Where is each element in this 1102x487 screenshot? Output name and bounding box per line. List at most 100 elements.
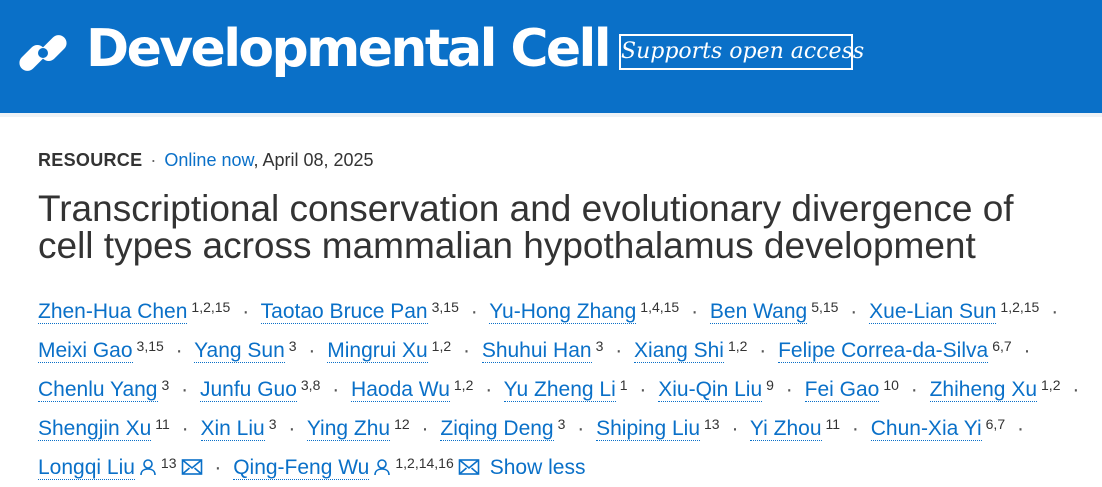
open-access-badge[interactable]: Supports open access bbox=[619, 34, 864, 70]
author-name-link[interactable]: Shuhui Han bbox=[481, 339, 592, 363]
affiliation-numbers[interactable]: 9 bbox=[766, 377, 774, 393]
author-separator: · bbox=[731, 417, 739, 440]
author-entry: Xiu-Qin Liu 9 bbox=[658, 377, 774, 402]
author-separator: · bbox=[1051, 300, 1059, 323]
author-name-link[interactable]: Haoda Wu bbox=[351, 378, 450, 402]
author-name-link[interactable]: Xue-Lian Sun bbox=[869, 300, 997, 324]
author-entry: Zhiheng Xu 1,2 bbox=[929, 377, 1061, 402]
affiliation-numbers[interactable]: 1,2,15 bbox=[1000, 299, 1040, 315]
affiliation-numbers[interactable]: 11 bbox=[825, 416, 841, 432]
author-entry: Yang Sun 3 bbox=[194, 338, 297, 363]
author-name-link[interactable]: Ziqing Deng bbox=[440, 417, 554, 441]
author-separator: · bbox=[462, 339, 470, 362]
author-name-link[interactable]: Mingrui Xu bbox=[327, 339, 428, 363]
author-name-link[interactable]: Qing-Feng Wu bbox=[233, 456, 370, 480]
author-entry: Ben Wang 5,15 bbox=[709, 299, 839, 324]
affiliation-numbers[interactable]: 1,2 bbox=[727, 338, 748, 354]
person-icon bbox=[139, 452, 157, 487]
author-separator: · bbox=[308, 339, 316, 362]
affiliation-numbers[interactable]: 3 bbox=[268, 416, 277, 432]
author-entry: Ziqing Deng 3 bbox=[440, 416, 566, 441]
author-name-link[interactable]: Yu-Hong Zhang bbox=[489, 300, 637, 324]
affiliation-numbers[interactable]: 11 bbox=[155, 416, 170, 432]
author-entry: Xue-Lian Sun 1,2,15 bbox=[869, 299, 1040, 324]
author-entry: Longqi Liu 13 bbox=[38, 455, 203, 480]
author-entry: Chun-Xia Yi 6,7 bbox=[870, 416, 1006, 441]
affiliation-numbers[interactable]: 13 bbox=[704, 416, 720, 432]
author-separator: · bbox=[181, 417, 189, 440]
author-separator: · bbox=[181, 378, 189, 401]
author-entry: Yu-Hong Zhang 1,4,15 bbox=[489, 299, 680, 324]
affiliation-numbers[interactable]: 1,4,15 bbox=[640, 299, 680, 315]
meta-separator: · bbox=[150, 150, 157, 170]
author-name-link[interactable]: Shengjin Xu bbox=[38, 417, 152, 441]
online-status-link[interactable]: Online now bbox=[164, 150, 254, 170]
mail-icon[interactable] bbox=[458, 452, 480, 487]
affiliation-numbers[interactable]: 1,2,15 bbox=[191, 299, 231, 315]
author-entry: Xiang Shi 1,2 bbox=[634, 338, 748, 363]
affiliation-numbers[interactable]: 10 bbox=[883, 377, 899, 393]
affiliation-numbers[interactable]: 1,2 bbox=[431, 338, 452, 354]
affiliation-numbers[interactable]: 3 bbox=[595, 338, 604, 354]
author-name-link[interactable]: Felipe Correa-da-Silva bbox=[778, 339, 989, 363]
author-name-link[interactable]: Longqi Liu bbox=[38, 456, 135, 480]
affiliation-numbers[interactable]: 1,2 bbox=[453, 377, 474, 393]
author-name-link[interactable]: Xiu-Qin Liu bbox=[658, 378, 763, 402]
author-name-link[interactable]: Yi Zhou bbox=[749, 417, 822, 441]
author-separator: · bbox=[421, 417, 429, 440]
author-entry: Haoda Wu 1,2 bbox=[351, 377, 474, 402]
author-name-link[interactable]: Meixi Gao bbox=[38, 339, 133, 363]
author-entry: Meixi Gao 3,15 bbox=[38, 338, 164, 363]
author-name-link[interactable]: Taotao Bruce Pan bbox=[260, 300, 428, 324]
affiliation-numbers[interactable]: 1 bbox=[619, 377, 628, 393]
publication-date: , April 08, 2025 bbox=[253, 150, 374, 170]
author-separator: · bbox=[851, 417, 859, 440]
author-separator: · bbox=[470, 300, 478, 323]
affiliation-numbers[interactable]: 3 bbox=[161, 377, 170, 393]
author-name-link[interactable]: Yang Sun bbox=[194, 339, 285, 363]
affiliation-numbers[interactable]: 3,8 bbox=[300, 377, 321, 393]
author-entry: Mingrui Xu 1,2 bbox=[327, 338, 452, 363]
author-separator: · bbox=[214, 456, 222, 479]
author-separator: · bbox=[577, 417, 585, 440]
author-entry: Shuhui Han 3 bbox=[481, 338, 604, 363]
author-separator: · bbox=[332, 378, 340, 401]
author-name-link[interactable]: Ying Zhu bbox=[306, 417, 391, 441]
author-name-link[interactable]: Fei Gao bbox=[804, 378, 880, 402]
mail-icon[interactable] bbox=[181, 452, 203, 487]
author-name-link[interactable]: Shiping Liu bbox=[596, 417, 701, 441]
affiliation-numbers[interactable]: 12 bbox=[394, 416, 410, 432]
author-name-link[interactable]: Chenlu Yang bbox=[38, 378, 158, 402]
author-name-link[interactable]: Yu Zheng Li bbox=[503, 378, 616, 402]
affiliation-numbers[interactable]: 6,7 bbox=[992, 338, 1012, 354]
journal-name[interactable]: Developmental Cell bbox=[86, 19, 612, 79]
header-divider bbox=[0, 113, 1102, 117]
affiliation-numbers[interactable]: 3 bbox=[557, 416, 566, 432]
affiliation-numbers[interactable]: 3 bbox=[288, 338, 297, 354]
affiliation-numbers[interactable]: 5,15 bbox=[811, 299, 839, 315]
affiliation-numbers[interactable]: 13 bbox=[160, 455, 177, 471]
author-name-link[interactable]: Junfu Guo bbox=[199, 378, 297, 402]
author-name-link[interactable]: Chun-Xia Yi bbox=[870, 417, 982, 441]
person-icon bbox=[373, 452, 391, 487]
author-entry: Zhen-Hua Chen 1,2,15 bbox=[38, 299, 231, 324]
affiliation-numbers[interactable]: 3,15 bbox=[136, 338, 164, 354]
author-separator: · bbox=[1072, 378, 1080, 401]
author-name-link[interactable]: Xiang Shi bbox=[634, 339, 724, 363]
author-name-link[interactable]: Ben Wang bbox=[709, 300, 808, 324]
affiliation-numbers[interactable]: 6,7 bbox=[985, 416, 1006, 432]
affiliation-numbers[interactable]: 3,15 bbox=[431, 299, 459, 315]
author-separator: · bbox=[850, 300, 858, 323]
author-separator: · bbox=[1023, 339, 1031, 362]
author-name-link[interactable]: Xin Liu bbox=[200, 417, 265, 441]
cell-press-logo-icon[interactable] bbox=[14, 24, 72, 82]
affiliation-numbers[interactable]: 1,2,14,16 bbox=[395, 455, 454, 471]
title-line-1: Transcriptional conservation and evoluti… bbox=[38, 188, 1014, 229]
author-separator: · bbox=[485, 378, 493, 401]
show-less-button[interactable]: Show less bbox=[489, 456, 586, 479]
affiliation-numbers[interactable]: 1,2 bbox=[1041, 377, 1061, 393]
author-entry: Junfu Guo 3,8 bbox=[199, 377, 321, 402]
author-name-link[interactable]: Zhen-Hua Chen bbox=[38, 300, 188, 324]
author-name-link[interactable]: Zhiheng Xu bbox=[929, 378, 1038, 402]
author-entry: Shiping Liu 13 bbox=[596, 416, 720, 441]
